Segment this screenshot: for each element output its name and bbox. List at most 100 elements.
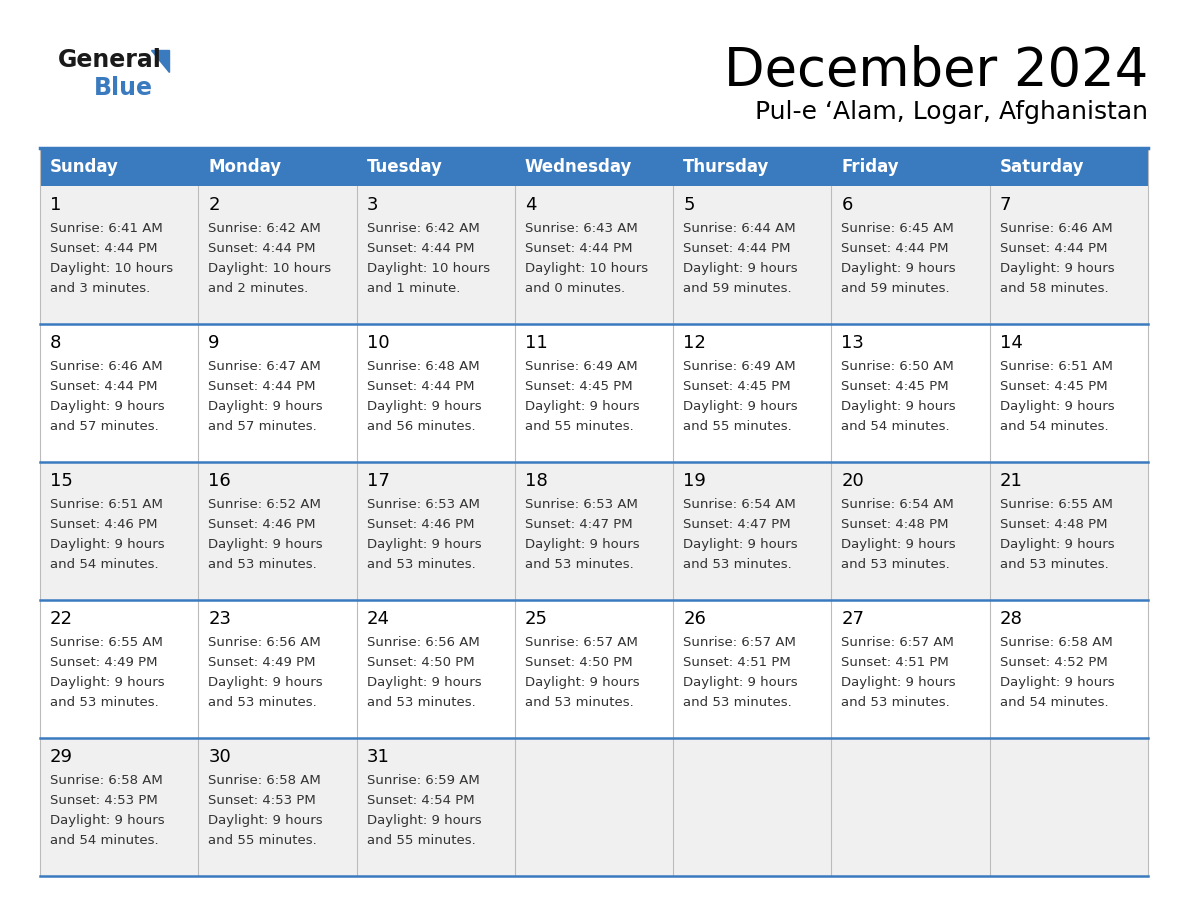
Text: Sunday: Sunday xyxy=(50,158,119,176)
Bar xyxy=(40,186,1148,324)
Text: Sunrise: 6:57 AM: Sunrise: 6:57 AM xyxy=(841,636,954,649)
Text: General: General xyxy=(58,48,162,72)
Text: 10: 10 xyxy=(367,334,390,352)
Text: Sunrise: 6:52 AM: Sunrise: 6:52 AM xyxy=(208,498,321,511)
Text: and 54 minutes.: and 54 minutes. xyxy=(50,834,159,847)
Text: Sunset: 4:45 PM: Sunset: 4:45 PM xyxy=(841,380,949,393)
Text: Sunset: 4:44 PM: Sunset: 4:44 PM xyxy=(1000,242,1107,255)
Text: and 2 minutes.: and 2 minutes. xyxy=(208,282,309,295)
Text: Sunrise: 6:54 AM: Sunrise: 6:54 AM xyxy=(683,498,796,511)
Text: and 53 minutes.: and 53 minutes. xyxy=(841,558,950,571)
Text: 4: 4 xyxy=(525,196,536,214)
Text: Pul-e ‘Alam, Logar, Afghanistan: Pul-e ‘Alam, Logar, Afghanistan xyxy=(756,100,1148,124)
Text: Sunset: 4:48 PM: Sunset: 4:48 PM xyxy=(1000,518,1107,531)
Text: Sunrise: 6:53 AM: Sunrise: 6:53 AM xyxy=(367,498,480,511)
Text: Daylight: 9 hours: Daylight: 9 hours xyxy=(208,538,323,551)
Text: and 1 minute.: and 1 minute. xyxy=(367,282,460,295)
Text: 22: 22 xyxy=(50,610,72,628)
Text: and 55 minutes.: and 55 minutes. xyxy=(525,420,633,433)
Text: Sunset: 4:44 PM: Sunset: 4:44 PM xyxy=(683,242,791,255)
Text: Sunset: 4:47 PM: Sunset: 4:47 PM xyxy=(525,518,632,531)
Text: Wednesday: Wednesday xyxy=(525,158,632,176)
Text: Tuesday: Tuesday xyxy=(367,158,442,176)
Text: 20: 20 xyxy=(841,472,864,490)
Text: Sunrise: 6:49 AM: Sunrise: 6:49 AM xyxy=(525,360,638,373)
Bar xyxy=(40,738,1148,876)
Text: Sunset: 4:47 PM: Sunset: 4:47 PM xyxy=(683,518,791,531)
Text: and 53 minutes.: and 53 minutes. xyxy=(367,696,475,709)
Text: and 53 minutes.: and 53 minutes. xyxy=(683,558,792,571)
Text: Sunset: 4:46 PM: Sunset: 4:46 PM xyxy=(50,518,158,531)
Text: and 53 minutes.: and 53 minutes. xyxy=(208,696,317,709)
Text: Sunset: 4:45 PM: Sunset: 4:45 PM xyxy=(1000,380,1107,393)
Text: Sunset: 4:45 PM: Sunset: 4:45 PM xyxy=(683,380,791,393)
Bar xyxy=(40,462,1148,600)
Text: Sunset: 4:53 PM: Sunset: 4:53 PM xyxy=(50,794,158,807)
Text: and 54 minutes.: and 54 minutes. xyxy=(841,420,950,433)
Text: and 0 minutes.: and 0 minutes. xyxy=(525,282,625,295)
Text: and 54 minutes.: and 54 minutes. xyxy=(1000,420,1108,433)
Text: Sunset: 4:52 PM: Sunset: 4:52 PM xyxy=(1000,656,1107,669)
Bar xyxy=(40,148,1148,186)
Text: Daylight: 9 hours: Daylight: 9 hours xyxy=(208,400,323,413)
Polygon shape xyxy=(151,50,169,72)
Text: 3: 3 xyxy=(367,196,378,214)
Text: 29: 29 xyxy=(50,748,72,766)
Text: Sunset: 4:44 PM: Sunset: 4:44 PM xyxy=(367,380,474,393)
Text: Daylight: 9 hours: Daylight: 9 hours xyxy=(208,676,323,689)
Text: Daylight: 9 hours: Daylight: 9 hours xyxy=(1000,538,1114,551)
Text: and 54 minutes.: and 54 minutes. xyxy=(1000,696,1108,709)
Text: Sunrise: 6:47 AM: Sunrise: 6:47 AM xyxy=(208,360,321,373)
Text: Daylight: 9 hours: Daylight: 9 hours xyxy=(367,676,481,689)
Text: Daylight: 9 hours: Daylight: 9 hours xyxy=(683,538,798,551)
Text: 30: 30 xyxy=(208,748,230,766)
Text: Sunset: 4:46 PM: Sunset: 4:46 PM xyxy=(208,518,316,531)
Text: Daylight: 9 hours: Daylight: 9 hours xyxy=(841,400,956,413)
Text: 17: 17 xyxy=(367,472,390,490)
Text: Sunset: 4:49 PM: Sunset: 4:49 PM xyxy=(208,656,316,669)
Text: Daylight: 10 hours: Daylight: 10 hours xyxy=(525,262,647,275)
Text: Sunset: 4:44 PM: Sunset: 4:44 PM xyxy=(50,380,158,393)
Text: Sunrise: 6:51 AM: Sunrise: 6:51 AM xyxy=(1000,360,1113,373)
Text: Sunrise: 6:41 AM: Sunrise: 6:41 AM xyxy=(50,222,163,235)
Text: Daylight: 9 hours: Daylight: 9 hours xyxy=(683,676,798,689)
Text: and 57 minutes.: and 57 minutes. xyxy=(208,420,317,433)
Text: Sunrise: 6:50 AM: Sunrise: 6:50 AM xyxy=(841,360,954,373)
Text: Sunset: 4:50 PM: Sunset: 4:50 PM xyxy=(367,656,474,669)
Text: 18: 18 xyxy=(525,472,548,490)
Text: Daylight: 9 hours: Daylight: 9 hours xyxy=(525,400,639,413)
Text: Sunrise: 6:55 AM: Sunrise: 6:55 AM xyxy=(1000,498,1113,511)
Text: Sunset: 4:53 PM: Sunset: 4:53 PM xyxy=(208,794,316,807)
Text: Daylight: 9 hours: Daylight: 9 hours xyxy=(525,538,639,551)
Text: Sunrise: 6:55 AM: Sunrise: 6:55 AM xyxy=(50,636,163,649)
Text: and 53 minutes.: and 53 minutes. xyxy=(525,696,633,709)
Text: and 59 minutes.: and 59 minutes. xyxy=(841,282,950,295)
Text: Daylight: 9 hours: Daylight: 9 hours xyxy=(1000,262,1114,275)
Text: 7: 7 xyxy=(1000,196,1011,214)
Text: 25: 25 xyxy=(525,610,548,628)
Text: Friday: Friday xyxy=(841,158,899,176)
Text: Sunrise: 6:56 AM: Sunrise: 6:56 AM xyxy=(208,636,321,649)
Text: Sunset: 4:49 PM: Sunset: 4:49 PM xyxy=(50,656,158,669)
Text: and 57 minutes.: and 57 minutes. xyxy=(50,420,159,433)
Text: Daylight: 10 hours: Daylight: 10 hours xyxy=(50,262,173,275)
Text: 14: 14 xyxy=(1000,334,1023,352)
Text: 12: 12 xyxy=(683,334,706,352)
Text: Sunrise: 6:42 AM: Sunrise: 6:42 AM xyxy=(208,222,321,235)
Text: 13: 13 xyxy=(841,334,865,352)
Text: 31: 31 xyxy=(367,748,390,766)
Text: Sunset: 4:44 PM: Sunset: 4:44 PM xyxy=(525,242,632,255)
Text: 21: 21 xyxy=(1000,472,1023,490)
Text: Sunrise: 6:54 AM: Sunrise: 6:54 AM xyxy=(841,498,954,511)
Text: Sunset: 4:51 PM: Sunset: 4:51 PM xyxy=(841,656,949,669)
Text: Daylight: 9 hours: Daylight: 9 hours xyxy=(50,676,165,689)
Text: Sunset: 4:45 PM: Sunset: 4:45 PM xyxy=(525,380,632,393)
Text: and 58 minutes.: and 58 minutes. xyxy=(1000,282,1108,295)
Text: Daylight: 9 hours: Daylight: 9 hours xyxy=(50,400,165,413)
Text: Sunrise: 6:46 AM: Sunrise: 6:46 AM xyxy=(50,360,163,373)
Text: Daylight: 9 hours: Daylight: 9 hours xyxy=(367,400,481,413)
Text: Sunrise: 6:53 AM: Sunrise: 6:53 AM xyxy=(525,498,638,511)
Text: 26: 26 xyxy=(683,610,706,628)
Text: and 53 minutes.: and 53 minutes. xyxy=(841,696,950,709)
Text: 5: 5 xyxy=(683,196,695,214)
